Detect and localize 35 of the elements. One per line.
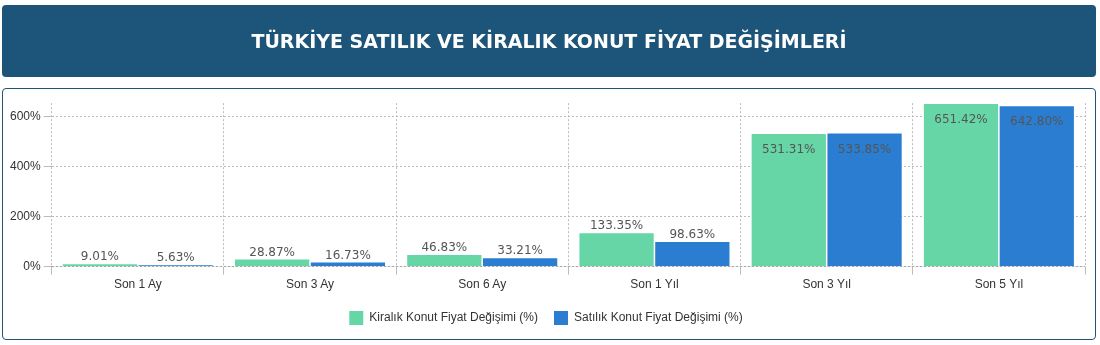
data-label: 33.21%	[497, 243, 544, 258]
bar	[999, 106, 1074, 267]
x-tick-label: Son 3 Yıl	[802, 277, 851, 292]
legend-label: Kiralık Konut Fiyat Değişimi (%)	[369, 310, 539, 325]
data-label: 46.83%	[421, 240, 468, 255]
y-tick-label: 600%	[9, 109, 42, 124]
chart-title: TÜRKİYE SATILIK VE KİRALIK KONUT FİYAT DEĞİŞİMLERİ	[2, 5, 1096, 77]
y-tick-label: 200%	[9, 209, 42, 224]
data-label: 531.31%	[762, 142, 816, 157]
y-tick-label: 400%	[9, 159, 42, 174]
data-label: 642.80%	[1010, 114, 1064, 129]
x-tick-label: Son 1 Ay	[113, 277, 162, 292]
y-tick-label: 0%	[23, 258, 42, 273]
data-label: 5.63%	[156, 250, 195, 265]
bar	[235, 259, 310, 267]
legend-label: Satılık Konut Fiyat Değişimi (%)	[574, 310, 743, 325]
data-label: 9.01%	[80, 249, 119, 264]
data-label: 651.42%	[934, 112, 988, 127]
x-tick-label: Son 6 Ay	[458, 277, 507, 292]
x-tick-label: Son 3 Ay	[286, 277, 334, 292]
bar	[407, 254, 482, 267]
bar	[923, 104, 999, 267]
data-label: 98.63%	[669, 227, 716, 242]
bar	[579, 233, 654, 267]
bar	[655, 242, 730, 267]
x-tick-label: Son 5 Yıl	[974, 277, 1024, 292]
data-label: 133.35%	[589, 218, 644, 233]
x-tick-label: Son 1 Yıl	[630, 277, 679, 292]
bar	[310, 262, 386, 267]
data-label: 16.73%	[325, 247, 371, 262]
bar	[827, 133, 902, 267]
data-label: 533.85%	[837, 141, 892, 156]
data-label: 28.87%	[249, 244, 296, 259]
bar	[482, 258, 558, 267]
bar	[751, 134, 826, 267]
